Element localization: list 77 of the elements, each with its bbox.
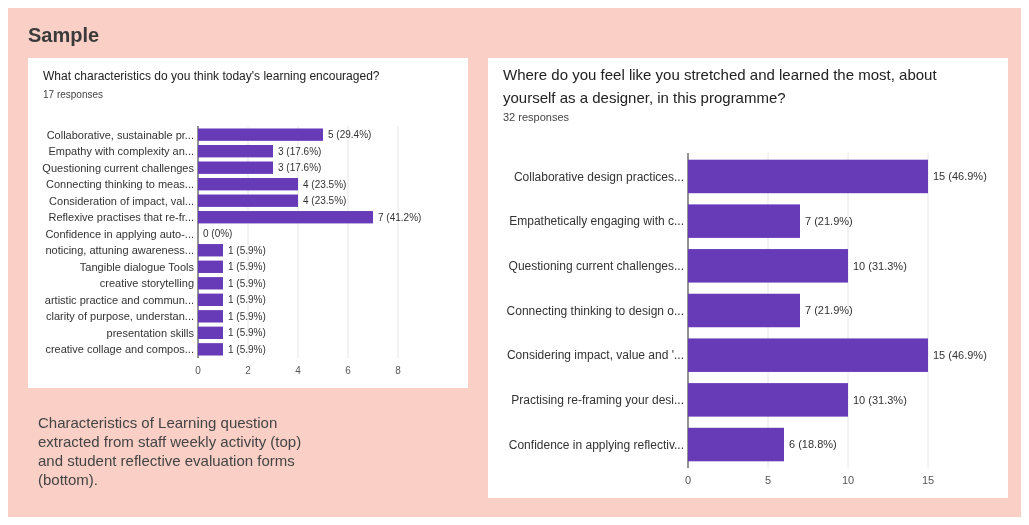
y-tick-label: Collaborative, sustainable pr...: [46, 128, 194, 141]
y-tick-label: Empathetically engaging with c...: [509, 214, 684, 229]
data-label: 7 (21.9%): [805, 214, 853, 227]
data-label: 10 (31.3%): [853, 259, 907, 272]
bar: [688, 204, 800, 238]
bar: [688, 427, 784, 462]
bar: [198, 310, 223, 323]
data-label: 1 (5.9%): [228, 343, 266, 355]
chart-title: Where do you feel like you stretched and learned the most, about yourself as a designer, in this programme?: [503, 66, 938, 106]
y-tick-label: Considering impact, value and '...: [506, 348, 684, 363]
x-tick-label: 10: [841, 474, 855, 486]
data-label: 1 (5.9%): [228, 310, 266, 322]
bar: [688, 293, 800, 328]
y-tick-label: clarity of purpose, understan...: [46, 310, 194, 323]
data-label: 15 (46.9%): [933, 349, 987, 362]
y-tick-label: artistic practice and commun...: [44, 293, 194, 306]
data-label: 1 (5.9%): [228, 261, 266, 273]
bar: [688, 383, 848, 417]
bar: [198, 260, 223, 273]
data-label: 3 (17.6%): [278, 145, 322, 157]
y-tick-label: Connecting thinking to design o...: [506, 303, 684, 318]
bar: [198, 144, 273, 158]
data-label: 1 (5.9%): [228, 244, 266, 256]
y-tick-label: creative storytelling: [99, 277, 194, 290]
text: Characteristics of Learning question extracted from staff weekly activity (top) and student reflective evaluation forms (bottom).: [38, 414, 302, 488]
text: Sample: [28, 24, 100, 46]
y-tick-label: Consideration of impact, val...: [49, 194, 194, 207]
bar: [198, 128, 323, 141]
y-tick-label: Confidence in applying reflectiv...: [508, 437, 684, 452]
y-tick-label: Reflexive practises that re-fr...: [48, 211, 194, 224]
data-label: 1 (5.9%): [228, 277, 266, 289]
data-label: 7 (41.2%): [378, 211, 422, 223]
y-tick-label: Connecting thinking to meas...: [46, 178, 194, 191]
x-tick-label: 4: [295, 365, 302, 376]
y-tick-label: Questioning current challenges...: [508, 259, 684, 274]
data-label: 5 (29.4%): [328, 129, 372, 141]
bar: [198, 244, 223, 257]
data-label: 1 (5.9%): [228, 327, 266, 339]
x-tick-label: 0: [195, 365, 202, 376]
bar: [198, 326, 223, 340]
data-label: 1 (5.9%): [228, 294, 266, 306]
bar: [198, 178, 298, 191]
x-tick-label: 2: [245, 365, 252, 376]
x-tick-label: 0: [684, 474, 692, 486]
text: 32 responses: [503, 110, 570, 123]
y-tick-label: Confidence in applying auto-...: [45, 227, 194, 240]
bar: [688, 338, 928, 372]
y-tick-label: noticing, attuning awareness...: [45, 244, 194, 257]
y-tick-label: creative collage and compos...: [45, 343, 194, 356]
y-tick-label: Empathy with complexity an...: [48, 145, 194, 158]
y-tick-label: presentation skills: [106, 326, 195, 339]
chart-title: What characteristics do you think today's learning encouraged?: [43, 69, 380, 83]
text: 17 responses: [43, 89, 104, 100]
bar: [198, 194, 298, 207]
x-tick-label: 6: [345, 365, 352, 376]
x-tick-label: 15: [921, 474, 935, 486]
data-label: 7 (21.9%): [805, 304, 853, 317]
x-tick-label: 8: [395, 365, 402, 376]
bar: [198, 293, 223, 306]
data-label: 10 (31.3%): [853, 393, 907, 406]
y-tick-label: Practising re-framing your desi...: [511, 393, 684, 408]
y-tick-label: Collaborative design practices...: [513, 169, 684, 184]
data-label: 4 (23.5%): [303, 195, 347, 207]
data-label: 15 (46.9%): [933, 170, 987, 183]
bar: [198, 211, 373, 224]
bar: [688, 159, 928, 194]
bar: [688, 249, 848, 283]
bar: [198, 161, 273, 174]
bar: [198, 343, 223, 356]
data-label: 6 (18.8%): [789, 438, 837, 451]
data-label: 0 (0%): [203, 228, 233, 240]
data-label: 3 (17.6%): [278, 162, 322, 174]
y-tick-label: Questioning current challenges: [42, 161, 195, 174]
bar: [198, 277, 223, 290]
x-tick-label: 5: [764, 474, 772, 486]
data-label: 4 (23.5%): [303, 178, 347, 190]
y-tick-label: Tangible dialogue Tools: [79, 260, 195, 273]
